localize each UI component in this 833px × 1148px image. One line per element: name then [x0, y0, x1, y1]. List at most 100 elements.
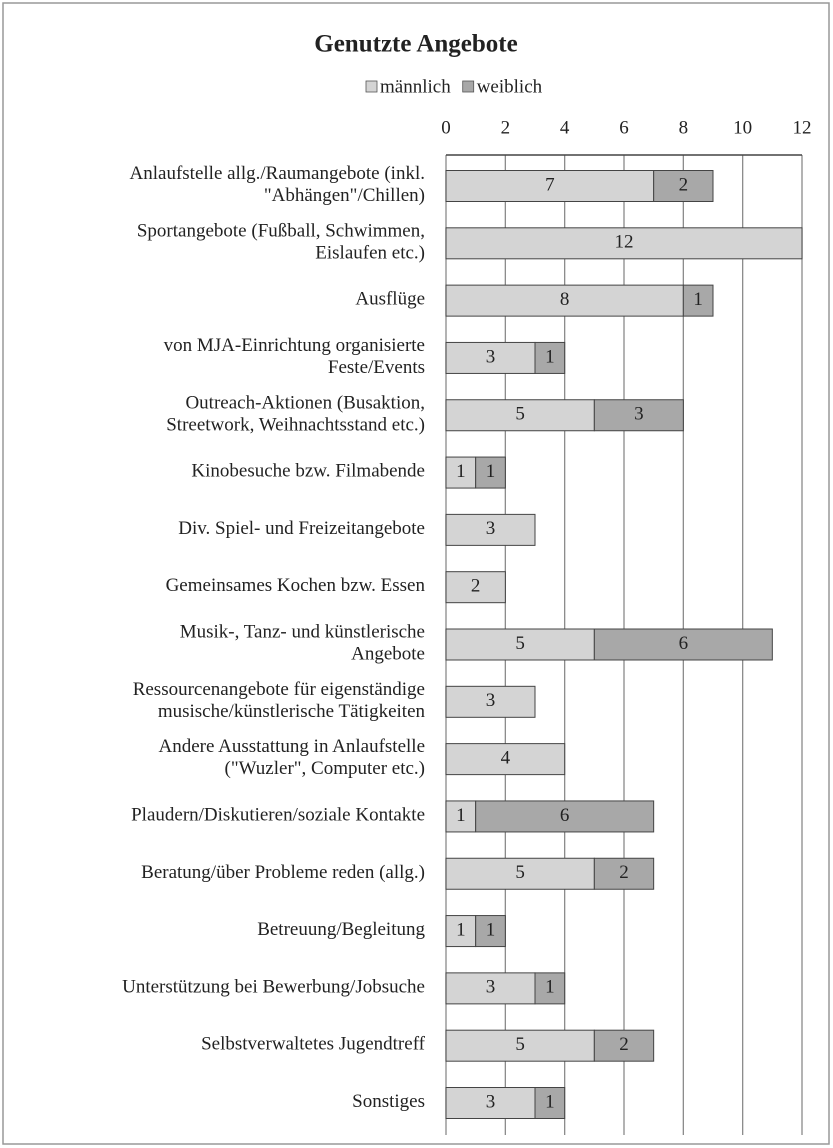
- x-tick-label: 4: [560, 117, 570, 138]
- category-label-line: Div. Spiel- und Freizeitangebote: [178, 518, 425, 539]
- bar-segment: [445, 284, 684, 317]
- category-label-line: Andere Ausstattung in Anlaufstelle: [159, 736, 425, 757]
- category-label: Plaudern/Diskutieren/soziale Kontakte: [131, 805, 425, 826]
- category-label-line: Kinobesuche bzw. Filmabende: [191, 461, 425, 482]
- category-label-line: von MJA-Einrichtung organisierte: [164, 335, 425, 356]
- data-label: 1: [456, 805, 466, 826]
- category-label: von MJA-Einrichtung organisierte Feste/Ev…: [164, 335, 425, 378]
- category-label-line: Outreach-Aktionen (Busaktion,: [185, 393, 425, 414]
- bar-segment: [534, 1087, 566, 1119]
- data-label: 1: [693, 289, 703, 310]
- x-tick-label: 8: [679, 117, 689, 138]
- x-tick-label: 2: [501, 117, 511, 138]
- data-label: 1: [486, 919, 496, 940]
- bar-segment: [682, 284, 714, 317]
- bar-segment: [593, 399, 684, 432]
- x-tick-label: 10: [733, 117, 752, 138]
- category-label-line: Streetwork, Weihnachtsstand etc.): [166, 415, 425, 436]
- category-label-line: Musik-, Tanz- und künstlerische: [180, 622, 425, 643]
- data-label: 5: [515, 862, 525, 883]
- data-label: 5: [515, 1034, 525, 1055]
- x-tick-label: 0: [441, 117, 451, 138]
- data-label: 3: [634, 404, 644, 425]
- category-label: Unterstützung bei Bewerbung/Jobsuche: [122, 977, 425, 998]
- data-label: 7: [545, 174, 555, 195]
- data-label: 3: [486, 518, 496, 539]
- category-label-line: Gemeinsames Kochen bzw. Essen: [166, 576, 426, 597]
- category-label: Musik-, Tanz- und künstlerische Angebote: [180, 622, 425, 665]
- category-label-line: Beratung/über Probleme reden (allg.): [141, 862, 425, 883]
- bar-segment: [445, 743, 566, 776]
- data-label: 1: [456, 919, 466, 940]
- x-tick-label: 6: [619, 117, 629, 138]
- category-label: Gemeinsames Kochen bzw. Essen: [166, 576, 426, 597]
- chart-title: Genutzte Angebote: [314, 31, 517, 58]
- x-tick-label: 12: [793, 117, 812, 138]
- category-label: Sportangebote (Fußball, Schwimmen, Eislau…: [137, 221, 425, 264]
- category-label: Sonstiges: [352, 1091, 425, 1112]
- data-label: 2: [619, 862, 629, 883]
- category-label: Selbstverwaltetes Jugendtreff: [201, 1034, 426, 1055]
- category-label-line: Unterstützung bei Bewerbung/Jobsuche: [122, 977, 425, 998]
- category-label-line: Anlaufstelle allg./Raumangebote (inkl.: [130, 163, 425, 184]
- category-label-line: Sportangebote (Fußball, Schwimmen,: [137, 221, 425, 242]
- bar-segment: [653, 170, 714, 202]
- bar-segment: [593, 628, 773, 661]
- category-label-line: Ressourcenangebote für eigenständige: [133, 679, 425, 700]
- data-label: 5: [515, 633, 525, 654]
- category-label-line: Betreuung/Begleitung: [257, 919, 425, 940]
- category-label: Beratung/über Probleme reden (allg.): [141, 862, 425, 883]
- bar-segment: [445, 857, 595, 890]
- data-label: 1: [545, 1091, 555, 1112]
- data-label: 5: [515, 404, 525, 425]
- data-label: 6: [679, 633, 689, 654]
- data-label: 1: [545, 346, 555, 367]
- data-label: 1: [545, 977, 555, 998]
- data-label: 2: [619, 1034, 629, 1055]
- category-label-line: musische/künstlerische Tätigkeiten: [158, 701, 426, 722]
- bar-segment: [445, 170, 655, 202]
- legend-swatch: [365, 80, 378, 93]
- legend-label: männlich: [380, 76, 451, 97]
- data-label: 1: [486, 461, 496, 482]
- category-label: Anlaufstelle allg./Raumangebote (inkl. "A…: [130, 163, 425, 206]
- data-label: 3: [486, 1091, 496, 1112]
- category-label: Kinobesuche bzw. Filmabende: [191, 461, 425, 482]
- data-label: 3: [486, 346, 496, 367]
- category-label: Ausflüge: [355, 289, 425, 310]
- bar-segment: [475, 800, 655, 833]
- category-label: Outreach-Aktionen (Busaktion, Streetwork,…: [166, 393, 425, 436]
- category-label-line: Ausflüge: [355, 289, 425, 310]
- category-label: Betreuung/Begleitung: [257, 919, 425, 940]
- bar-segment: [445, 227, 803, 260]
- data-label: 1: [456, 461, 466, 482]
- bar-segment: [475, 456, 506, 489]
- category-label-line: Angebote: [351, 644, 425, 665]
- data-label: 2: [471, 576, 481, 597]
- data-label: 2: [679, 174, 689, 195]
- data-label: 3: [486, 977, 496, 998]
- bar-segment: [475, 915, 506, 948]
- bar-segment: [445, 628, 595, 661]
- data-label: 8: [560, 289, 570, 310]
- category-label: Ressourcenangebote für eigenständige musi…: [133, 679, 426, 722]
- category-label-line: Eislaufen etc.): [315, 243, 425, 264]
- category-label-line: Plaudern/Diskutieren/soziale Kontakte: [131, 805, 425, 826]
- bar-segment: [445, 972, 536, 1005]
- bar-segment: [534, 341, 566, 374]
- bar-segment: [445, 571, 506, 604]
- category-label-line: Sonstiges: [352, 1091, 425, 1112]
- category-label-line: ("Wuzler", Computer etc.): [225, 758, 425, 779]
- data-label: 12: [615, 232, 634, 253]
- category-label-line: "Abhängen"/Chillen): [264, 185, 425, 206]
- bar-segment: [445, 685, 536, 718]
- bar-segment: [593, 1029, 655, 1062]
- legend-swatch: [462, 80, 475, 93]
- category-label-line: Selbstverwaltetes Jugendtreff: [201, 1034, 426, 1055]
- bar-segment: [534, 972, 566, 1005]
- data-label: 3: [486, 690, 496, 711]
- data-label: 6: [560, 805, 570, 826]
- legend-label: weiblich: [477, 76, 543, 97]
- category-label: Div. Spiel- und Freizeitangebote: [178, 518, 425, 539]
